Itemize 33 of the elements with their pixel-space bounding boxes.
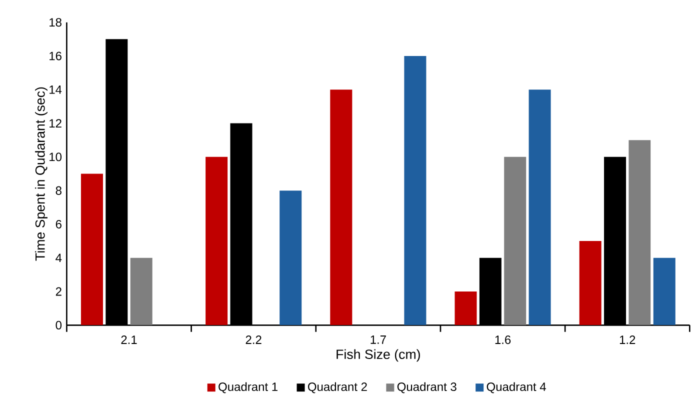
- bar: [504, 156, 526, 326]
- legend-label: Quadrant 1: [218, 382, 278, 394]
- y-tick-label: 8: [56, 186, 62, 195]
- bar: [653, 258, 676, 326]
- y-tick-label: 12: [50, 118, 62, 128]
- bar: [628, 140, 651, 326]
- x-tick-label: 1.2: [620, 335, 636, 344]
- x-tick-label: 1.7: [370, 335, 386, 344]
- bar: [404, 56, 426, 326]
- legend-label: Quadrant 2: [308, 382, 367, 394]
- bar: [80, 174, 103, 326]
- y-tick-label: 6: [56, 220, 62, 228]
- bar: [330, 90, 352, 326]
- legend-label: Quadrant 3: [397, 382, 456, 394]
- x-axis-title: Fish Size (cm): [336, 349, 420, 362]
- bar: [280, 190, 302, 326]
- bar: [130, 258, 152, 326]
- bar: [206, 156, 228, 326]
- y-tick-label: 2: [56, 287, 62, 296]
- y-tick-label: 4: [56, 254, 62, 262]
- y-tick-label: 18: [50, 18, 62, 27]
- bar: [579, 240, 602, 326]
- bar: [454, 291, 477, 326]
- y-tick-label: 10: [50, 152, 62, 162]
- x-tick-label: 1.6: [495, 335, 511, 344]
- y-tick-label: 0: [56, 320, 62, 330]
- y-axis-title: Time Spent in Qudarant (sec): [35, 87, 48, 261]
- y-tick-label: 14: [50, 85, 62, 94]
- legend-label: Quadrant 4: [486, 382, 546, 394]
- y-tick-label: 16: [50, 52, 62, 60]
- bar: [528, 90, 551, 326]
- x-tick-label: 2.1: [121, 335, 137, 344]
- x-tick-label: 2.2: [246, 335, 262, 344]
